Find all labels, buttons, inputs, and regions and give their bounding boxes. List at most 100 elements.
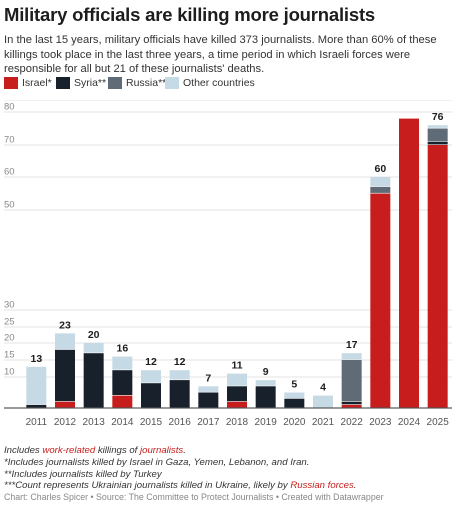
x-tick-label: 2012	[54, 417, 77, 428]
x-tick-label: 2011	[26, 417, 48, 428]
bar-total-label: 88	[403, 100, 415, 103]
bars	[26, 118, 448, 408]
footnote-includes-end: .	[183, 445, 186, 456]
bar-segment-russia	[370, 186, 391, 193]
bar-segment-israel	[427, 145, 448, 408]
y-tick-label: 60	[4, 167, 15, 178]
footnote-russia-pre: ***Count represents Ukrainian journalist…	[4, 480, 291, 492]
bar-segment-other	[141, 370, 161, 383]
footnote-russia: ***Count represents Ukrainian journalist…	[4, 480, 454, 492]
x-tick-label: 2016	[169, 417, 192, 428]
y-tick-label: 10	[4, 367, 15, 378]
bar-segment-syria	[141, 383, 161, 408]
bar-segment-other	[26, 366, 47, 405]
bar-segment-syria	[169, 380, 190, 408]
x-tick-label: 2020	[283, 417, 306, 428]
bar-total-label: 13	[30, 353, 42, 365]
bar-segment-syria	[112, 370, 133, 395]
bar-total-label: 12	[145, 356, 157, 368]
bar-total-label: 7	[205, 372, 211, 384]
x-tick-label: 2015	[140, 417, 163, 428]
bar-segment-other	[313, 395, 333, 408]
x-tick-label: 2025	[427, 417, 450, 428]
legend-swatch-israel	[4, 77, 18, 89]
russian-forces-link[interactable]: Russian forces	[290, 480, 354, 492]
bar-total-label: 60	[374, 163, 386, 175]
bar-segment-russia	[341, 360, 362, 402]
legend-swatch-syria	[56, 77, 70, 89]
legend-swatch-other	[165, 77, 179, 89]
bar-segment-syria	[198, 392, 219, 408]
bar-segment-other	[198, 386, 219, 392]
x-tick-label: 2014	[111, 417, 134, 428]
footnote-includes-mid: killings of	[95, 445, 140, 456]
footnote-includes-pre: Includes	[4, 445, 43, 456]
legend-label-russia: Russia***	[126, 77, 171, 89]
bar-total-label: 5	[291, 379, 297, 391]
x-tick-label: 2024	[398, 417, 421, 428]
bar-segment-syria	[284, 398, 305, 408]
footnote-israel: *Includes journalists killed by Israel i…	[4, 456, 310, 468]
y-tick-label: 15	[4, 350, 15, 361]
bar-total-label: 17	[346, 339, 358, 351]
y-tick-label: 25	[4, 317, 15, 328]
x-tick-label: 2023	[369, 417, 392, 428]
chart-credit: Chart: Charles Spicer • Source: The Comm…	[4, 492, 384, 502]
y-tick-label: 20	[4, 333, 15, 344]
x-tick-label: 2018	[226, 417, 249, 428]
bar-total-label: 16	[116, 343, 128, 355]
bar-segment-other	[83, 343, 104, 353]
work-related-link[interactable]: work-related	[42, 445, 96, 456]
journalists-link[interactable]: journalists	[140, 445, 184, 456]
y-tick-label: 90	[4, 100, 15, 103]
bar-segment-syria	[255, 386, 276, 408]
bar-segment-other	[112, 356, 133, 370]
legend-label-syria: Syria**	[74, 77, 107, 89]
bar-segment-other	[255, 380, 276, 386]
bar-segment-syria	[341, 401, 362, 405]
x-tick-label: 2019	[255, 417, 278, 428]
bar-segment-syria	[427, 141, 448, 145]
bar-total-label: 76	[432, 111, 444, 123]
legend-label-other: Other countries	[183, 77, 255, 89]
chart-title: Military officials are killing more jour…	[4, 4, 375, 25]
bar-segment-other	[341, 353, 362, 360]
bar-total-label: 23	[59, 319, 71, 331]
y-tick-label: 80	[4, 102, 15, 113]
bar-segment-israel	[341, 404, 362, 408]
bar-total-label: 4	[320, 382, 326, 394]
bar-segment-other	[370, 177, 391, 187]
bar-segment-syria	[83, 353, 104, 408]
bar-segment-israel	[55, 401, 75, 408]
bar-segment-russia	[427, 128, 448, 142]
bar-total-label: 9	[263, 366, 269, 378]
bar-total-label: 20	[88, 329, 100, 341]
x-tick-label: 2013	[83, 417, 106, 428]
bar-segment-israel	[112, 395, 133, 408]
bar-segment-syria	[227, 386, 247, 402]
footnote-syria: **Includes journalists killed by Turkey	[4, 468, 162, 480]
legend-swatch-russia	[108, 77, 122, 89]
bar-segment-israel	[370, 193, 391, 408]
bar-segment-syria	[55, 349, 75, 402]
x-tick-label: 2021	[312, 417, 335, 428]
x-tick-label: 2022	[341, 417, 364, 428]
stacked-bar-chart: 10152025305060708090 1320112320122020131…	[4, 100, 452, 428]
x-tick-label: 2017	[197, 417, 220, 428]
bar-segment-other	[427, 125, 448, 128]
chart-description: In the last 15 years, military officials…	[4, 34, 437, 75]
bar-total-label: 11	[231, 360, 242, 372]
footnote-russia-end: .	[353, 480, 357, 492]
y-tick-label: 70	[4, 135, 15, 146]
y-tick-label: 30	[4, 300, 15, 311]
bar-segment-other	[55, 333, 75, 350]
footnote-includes: Includes work-related killings of journa…	[4, 445, 454, 457]
footnotes: Includes work-related killings of journa…	[4, 445, 454, 492]
bar-segment-other	[169, 370, 190, 380]
legend-label-israel: Israel*	[22, 77, 52, 89]
bar-total-label: 12	[174, 356, 186, 368]
y-tick-label: 50	[4, 200, 15, 211]
bar-segment-other	[284, 392, 305, 399]
bar-segment-other	[227, 373, 247, 386]
labels: 13 2011 23 2012 20 2013 16 2014 12 2015 12 2016 7 201…	[26, 100, 450, 428]
